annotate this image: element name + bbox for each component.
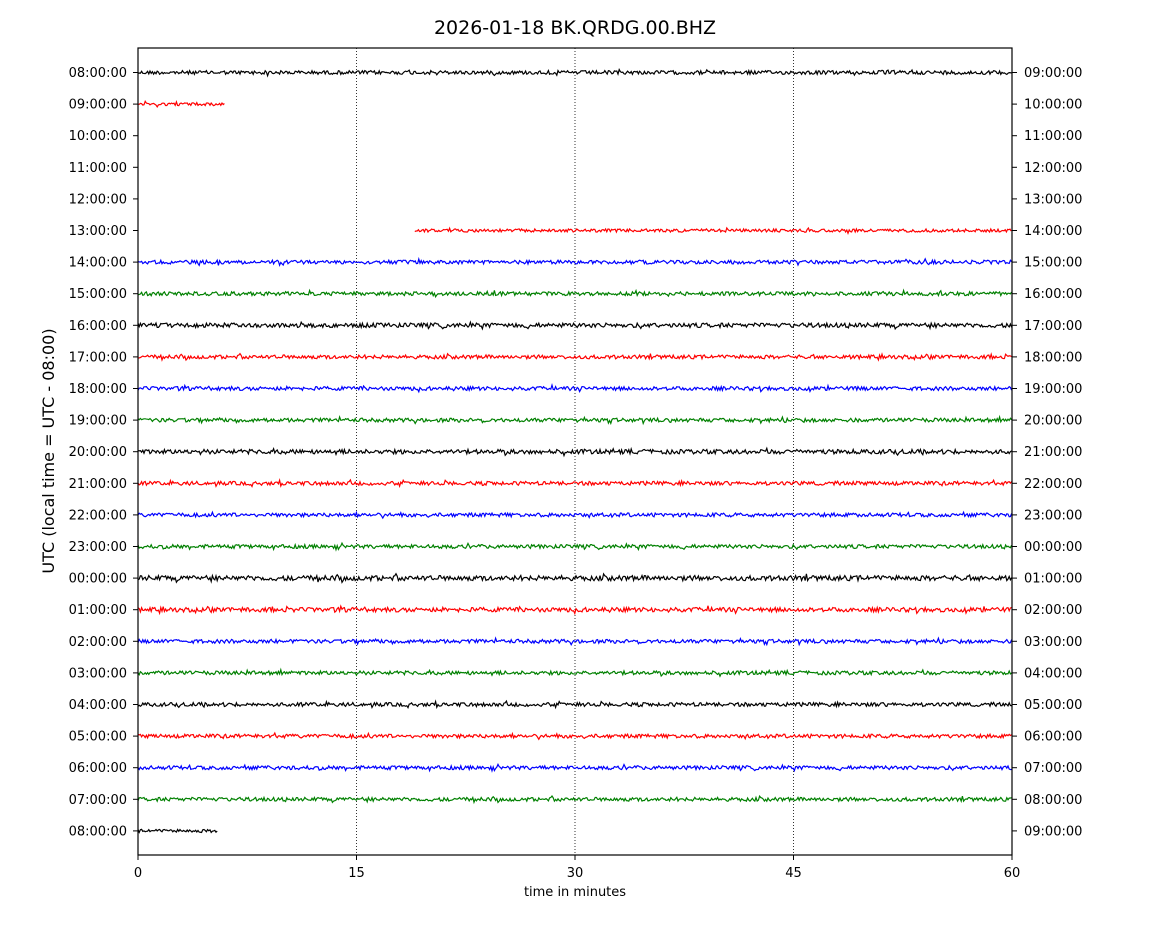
y-tick-label-right: 05:00:00 bbox=[1024, 698, 1082, 713]
trace-line bbox=[137, 699, 1012, 710]
y-tick-label-right: 21:00:00 bbox=[1024, 445, 1082, 460]
trace-line bbox=[137, 256, 1013, 267]
y-tick-label-left: 19:00:00 bbox=[69, 414, 127, 429]
y-tick-label-left: 12:00:00 bbox=[69, 192, 127, 207]
y-tick-label-left: 20:00:00 bbox=[69, 445, 127, 460]
y-tick-label-left: 22:00:00 bbox=[69, 508, 127, 523]
trace-line bbox=[137, 541, 1013, 552]
x-axis-label: time in minutes bbox=[524, 885, 626, 900]
y-tick-label-left: 07:00:00 bbox=[69, 793, 127, 808]
x-axis: 0 15 30 45 60 bbox=[134, 855, 1020, 881]
seismogram-traces bbox=[137, 68, 1013, 834]
trace-line bbox=[137, 794, 1012, 805]
y-tick-label-left: 13:00:00 bbox=[69, 224, 127, 239]
x-tick-label: 30 bbox=[567, 866, 584, 881]
trace-line bbox=[137, 446, 1012, 458]
y-tick-label-left: 00:00:00 bbox=[69, 572, 127, 587]
y-tick-label-left: 08:00:00 bbox=[69, 66, 127, 81]
y-tick-label-right: 19:00:00 bbox=[1024, 382, 1082, 397]
y-tick-label-right: 14:00:00 bbox=[1024, 224, 1082, 239]
y-tick-label-right: 11:00:00 bbox=[1024, 129, 1082, 144]
y-tick-label-left: 05:00:00 bbox=[69, 730, 127, 745]
y-tick-label-left: 06:00:00 bbox=[69, 761, 127, 776]
y-tick-label-left: 17:00:00 bbox=[69, 350, 127, 365]
trace-line bbox=[137, 477, 1013, 489]
y-tick-label-right: 03:00:00 bbox=[1024, 635, 1082, 650]
trace-line bbox=[137, 414, 1013, 426]
trace-line bbox=[414, 226, 1012, 235]
y-tick-label-right: 09:00:00 bbox=[1024, 66, 1082, 81]
y-tick-label-left: 21:00:00 bbox=[69, 477, 127, 492]
y-tick-label-right: 23:00:00 bbox=[1024, 508, 1082, 523]
y-tick-label-right: 04:00:00 bbox=[1024, 666, 1082, 681]
y-tick-label-right: 06:00:00 bbox=[1024, 730, 1082, 745]
trace-line bbox=[137, 604, 1012, 616]
trace-line bbox=[137, 510, 1013, 520]
x-tick-label: 45 bbox=[785, 866, 802, 881]
y-tick-label-right: 08:00:00 bbox=[1024, 793, 1082, 808]
trace-line bbox=[137, 762, 1012, 773]
y-tick-label-right: 15:00:00 bbox=[1024, 256, 1082, 271]
y-tick-label-right: 01:00:00 bbox=[1024, 572, 1082, 587]
trace-line bbox=[137, 288, 1013, 299]
x-tick-label: 15 bbox=[348, 866, 365, 881]
y-tick-label-right: 02:00:00 bbox=[1024, 603, 1082, 618]
y-tick-label-right: 00:00:00 bbox=[1024, 540, 1082, 555]
y-tick-label-left: 18:00:00 bbox=[69, 382, 127, 397]
y-tick-label-left: 04:00:00 bbox=[69, 698, 127, 713]
trace-line bbox=[137, 320, 1013, 331]
y-tick-label-left: 08:00:00 bbox=[69, 824, 127, 839]
trace-line bbox=[137, 636, 1013, 647]
trace-line bbox=[137, 352, 1012, 362]
chart-title: 2026-01-18 BK.QRDG.00.BHZ bbox=[434, 17, 716, 39]
y-tick-label-left: 02:00:00 bbox=[69, 635, 127, 650]
trace-line bbox=[137, 572, 1013, 584]
trace-line bbox=[137, 667, 1012, 678]
y-tick-label-right: 13:00:00 bbox=[1024, 192, 1082, 207]
vertical-gridlines bbox=[356, 48, 794, 855]
x-tick-label: 0 bbox=[134, 866, 142, 881]
y-tick-label-left: 11:00:00 bbox=[69, 161, 127, 176]
y-tick-label-left: 03:00:00 bbox=[69, 666, 127, 681]
y-axis-left: 08:00:00 09:00:00 10:00:00 11:00:00 12:00:00… bbox=[69, 66, 138, 839]
trace-line bbox=[137, 828, 218, 834]
y-tick-label-left: 23:00:00 bbox=[69, 540, 127, 555]
y-tick-label-left: 16:00:00 bbox=[69, 319, 127, 334]
y-tick-label-right: 22:00:00 bbox=[1024, 477, 1082, 492]
trace-line bbox=[137, 99, 225, 108]
y-tick-label-left: 10:00:00 bbox=[69, 129, 127, 144]
y-tick-label-right: 17:00:00 bbox=[1024, 319, 1082, 334]
y-tick-label-right: 16:00:00 bbox=[1024, 287, 1082, 302]
y-tick-label-left: 14:00:00 bbox=[69, 256, 127, 271]
y-tick-label-left: 01:00:00 bbox=[69, 603, 127, 618]
y-tick-label-right: 09:00:00 bbox=[1024, 824, 1082, 839]
y-tick-label-right: 20:00:00 bbox=[1024, 414, 1082, 429]
y-tick-label-left: 09:00:00 bbox=[69, 98, 127, 113]
trace-line bbox=[137, 382, 1013, 394]
y-axis-label: UTC (local time = UTC - 08:00) bbox=[39, 328, 58, 573]
y-tick-label-right: 10:00:00 bbox=[1024, 98, 1082, 113]
trace-line bbox=[137, 731, 1012, 741]
x-tick-label: 60 bbox=[1004, 866, 1021, 881]
y-axis-right: 09:00:00 10:00:00 11:00:00 12:00:00 13:00:00… bbox=[1012, 66, 1082, 839]
trace-line bbox=[137, 68, 1012, 78]
y-tick-label-right: 07:00:00 bbox=[1024, 761, 1082, 776]
y-tick-label-right: 12:00:00 bbox=[1024, 161, 1082, 176]
y-tick-label-right: 18:00:00 bbox=[1024, 350, 1082, 365]
y-tick-label-left: 15:00:00 bbox=[69, 287, 127, 302]
